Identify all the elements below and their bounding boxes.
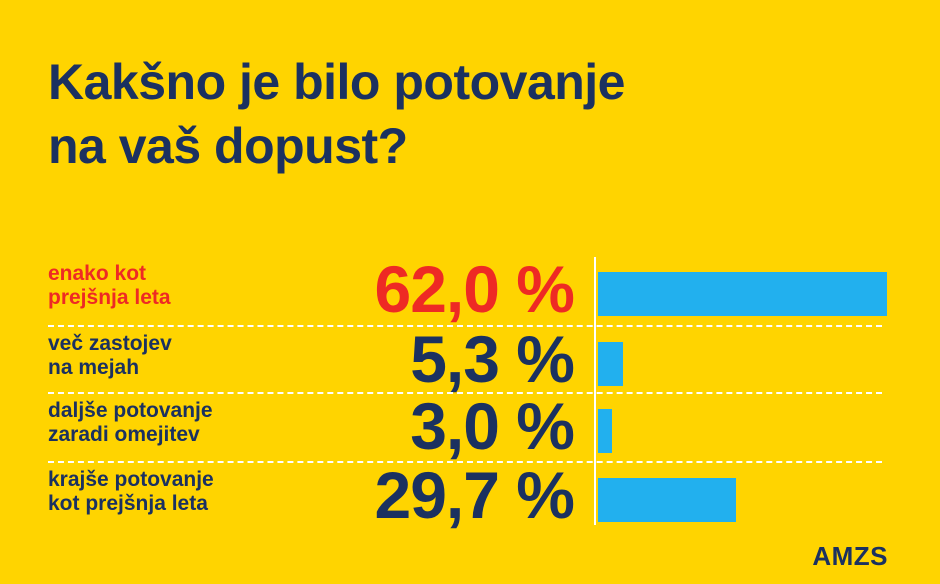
category-label-line-2: kot prejšnja leta <box>48 492 208 515</box>
category-label-line-2: prejšnja leta <box>48 286 171 309</box>
category-label: daljše potovanje zaradi omejitev <box>48 399 213 447</box>
category-label-line-1: enako kot <box>48 262 147 285</box>
chart-title-line-2: na vaš dopust? <box>48 118 408 174</box>
value-label: 29,7 % <box>374 458 575 532</box>
category-label-line-2: na mejah <box>48 356 140 379</box>
bar-axis-line <box>594 257 596 525</box>
category-label-line-1: več zastojev <box>48 332 172 355</box>
value-label: 3,0 % <box>410 389 575 463</box>
value-label: 62,0 % <box>374 252 575 326</box>
data-row: enako kot prejšnja leta 62,0 % <box>0 253 940 325</box>
bar <box>598 409 612 453</box>
data-row: več zastojev na mejah 5,3 % <box>0 323 940 395</box>
chart-title: Kakšno je bilo potovanje na vaš dopust? <box>48 50 626 178</box>
data-row: daljše potovanje zaradi omejitev 3,0 % <box>0 390 940 462</box>
bar <box>598 478 736 522</box>
category-label: več zastojev na mejah <box>48 332 172 380</box>
bar <box>598 272 887 316</box>
row-divider <box>48 461 882 463</box>
category-label-line-2: zaradi omejitev <box>48 423 200 446</box>
category-label-line-1: krajše potovanje <box>48 468 214 491</box>
chart-title-line-1: Kakšno je bilo potovanje <box>48 54 626 110</box>
row-divider <box>48 325 882 327</box>
category-label: krajše potovanje kot prejšnja leta <box>48 468 214 516</box>
category-label: enako kot prejšnja leta <box>48 262 171 310</box>
value-label: 5,3 % <box>410 322 575 396</box>
category-label-line-1: daljše potovanje <box>48 399 213 422</box>
amzs-logo: AMZS <box>812 541 888 571</box>
data-row: krajše potovanje kot prejšnja leta 29,7 … <box>0 459 940 531</box>
row-divider <box>48 392 882 394</box>
bar <box>598 342 623 386</box>
